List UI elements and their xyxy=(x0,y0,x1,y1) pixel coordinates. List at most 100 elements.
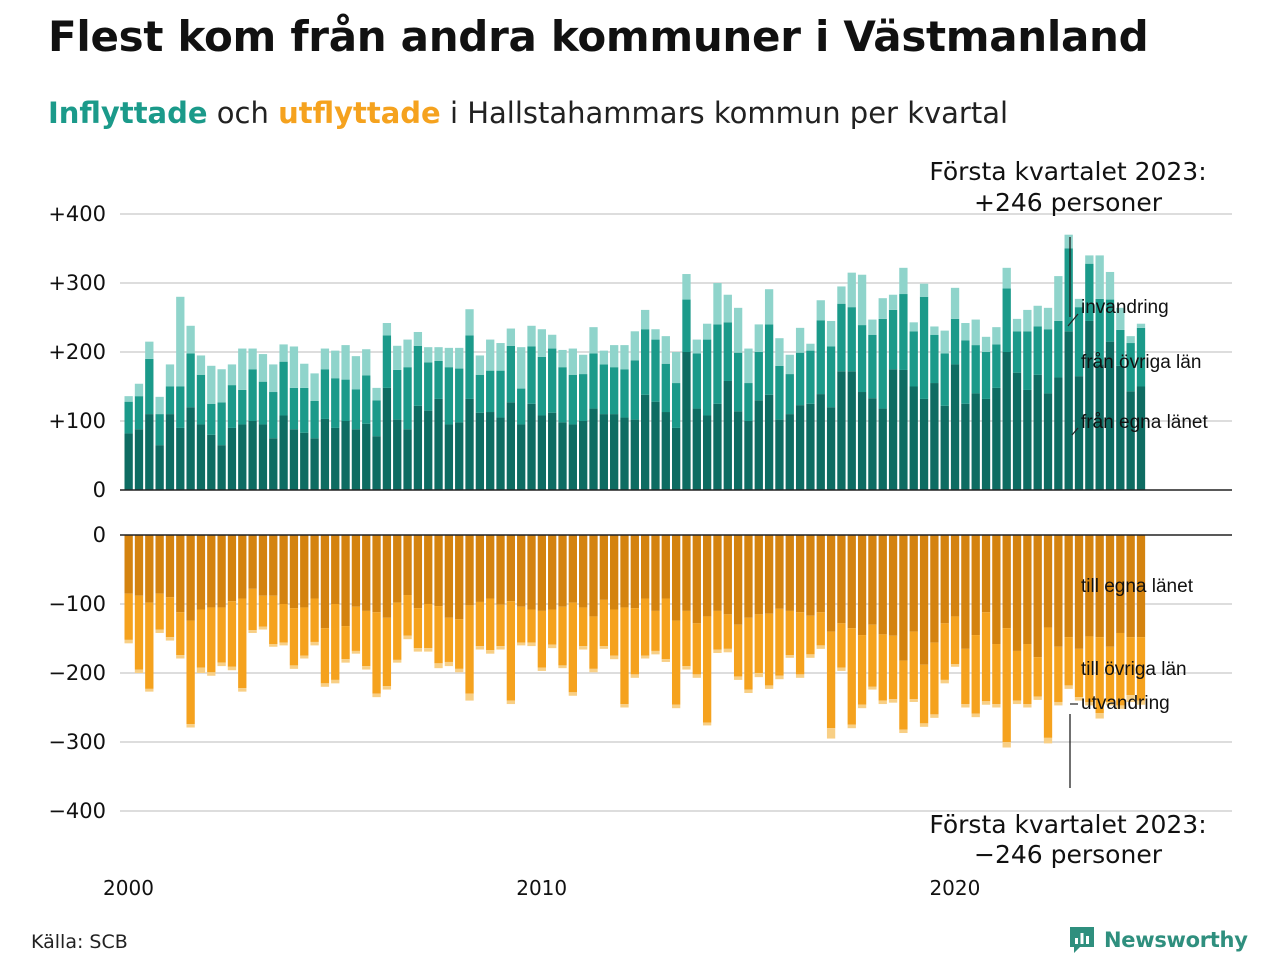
bar-in-segment xyxy=(692,408,701,490)
bar-out-segment xyxy=(1136,700,1146,705)
bar-out-segment xyxy=(1136,535,1146,638)
bar-in-segment xyxy=(1095,298,1104,365)
bar-in-segment xyxy=(362,375,371,424)
bar-in-segment xyxy=(589,408,598,490)
bar-out-segment xyxy=(981,535,991,613)
bar-in-segment xyxy=(981,398,991,490)
bar-in-segment xyxy=(785,414,794,490)
bar-in-segment xyxy=(341,345,350,380)
annotation-outflow-line1: Första kvartalet 2023: xyxy=(929,810,1206,839)
bar-in-segment xyxy=(289,429,299,490)
bar-in-segment xyxy=(320,418,330,490)
bar-out-segment xyxy=(795,535,805,613)
bar-in-segment xyxy=(1033,326,1042,375)
bar-out-segment xyxy=(320,683,330,687)
bar-in-segment xyxy=(888,309,898,370)
bar-in-segment xyxy=(899,294,908,370)
bar-in-segment xyxy=(930,383,939,490)
bar-in-segment xyxy=(186,353,195,408)
bar-out-segment xyxy=(795,674,805,678)
bar-out-segment xyxy=(1023,535,1032,645)
brand-logo: Newsworthy xyxy=(1068,925,1248,955)
bar-in-segment xyxy=(971,393,980,490)
bar-in-segment xyxy=(641,309,650,330)
bar-out-segment xyxy=(1105,646,1115,702)
bar-out-segment xyxy=(486,535,495,599)
bar-out-segment xyxy=(403,635,412,640)
bar-out-segment xyxy=(847,535,856,629)
bar-out-segment xyxy=(857,635,867,705)
bar-in-segment xyxy=(372,400,381,437)
bar-out-segment xyxy=(899,660,908,730)
bar-in-segment xyxy=(558,349,567,368)
bar-in-segment xyxy=(393,419,402,490)
bar-in-segment xyxy=(269,392,278,439)
bar-out-segment xyxy=(733,535,743,625)
bar-in-segment xyxy=(713,403,722,490)
bar-out-segment xyxy=(186,724,195,728)
bar-in-segment xyxy=(217,402,226,446)
bar-out-segment xyxy=(950,664,960,667)
bar-in-segment xyxy=(795,327,805,353)
bar-in-segment xyxy=(961,340,970,404)
bar-in-segment xyxy=(1105,299,1115,342)
bar-in-segment xyxy=(713,283,722,325)
bar-in-segment xyxy=(950,364,960,490)
subtitle-rest: i Hallstahammars kommun per kvartal xyxy=(449,96,1009,130)
bar-in-segment xyxy=(517,347,526,389)
bar-in-segment xyxy=(971,345,980,394)
bar-out-segment xyxy=(671,620,681,705)
bar-in-segment xyxy=(992,387,1001,490)
bar-in-segment xyxy=(826,320,836,347)
bar-out-segment xyxy=(940,679,949,684)
bar-out-segment xyxy=(289,535,299,609)
bar-in-segment xyxy=(372,387,381,401)
bar-out-segment xyxy=(692,535,701,624)
bar-out-segment xyxy=(434,663,443,669)
bar-out-segment xyxy=(196,609,206,668)
bar-out-segment xyxy=(661,659,670,662)
bar-out-segment xyxy=(258,535,268,596)
bar-out-segment xyxy=(341,535,350,627)
bar-out-segment xyxy=(382,535,392,618)
bar-out-segment xyxy=(1023,644,1032,705)
bar-out-segment xyxy=(723,535,732,615)
bar-out-segment xyxy=(971,535,980,636)
bar-out-segment xyxy=(548,609,557,645)
bar-out-segment xyxy=(641,598,650,656)
bar-in-segment xyxy=(888,294,898,310)
bar-out-segment xyxy=(610,655,619,660)
bar-in-segment xyxy=(1085,255,1094,264)
bar-in-segment xyxy=(155,396,164,415)
bar-out-segment xyxy=(868,535,877,625)
bar-out-segment xyxy=(1043,535,1053,628)
bar-out-segment xyxy=(682,535,691,611)
bar-out-segment xyxy=(413,648,423,652)
bar-in-segment xyxy=(506,402,516,490)
bar-in-segment xyxy=(599,414,608,490)
bar-in-segment xyxy=(413,345,423,406)
bar-out-segment xyxy=(764,685,774,689)
bar-in-segment xyxy=(124,396,133,402)
bar-in-segment xyxy=(289,387,299,430)
bar-out-segment xyxy=(517,642,526,646)
bar-in-segment xyxy=(1074,307,1084,377)
bar-out-segment xyxy=(919,535,929,665)
bar-in-segment xyxy=(661,412,670,490)
bar-out-segment xyxy=(134,595,144,670)
bar-in-segment xyxy=(238,348,247,390)
bar-out-segment xyxy=(165,535,175,598)
bar-in-segment xyxy=(599,350,608,365)
bar-out-segment xyxy=(610,609,619,656)
bar-out-segment xyxy=(289,608,299,666)
bar-in-segment xyxy=(919,283,929,297)
bar-in-segment xyxy=(1012,331,1022,373)
bar-out-segment xyxy=(785,655,794,658)
bar-out-segment xyxy=(207,672,216,676)
bar-out-segment xyxy=(630,535,639,609)
bar-in-segment xyxy=(1002,288,1011,352)
bar-out-segment xyxy=(1116,705,1125,709)
bar-out-segment xyxy=(961,535,970,649)
bar-out-segment xyxy=(1002,535,1011,629)
chart-subtitle: Inflyttade och utflyttade i Hallstahamma… xyxy=(48,96,1008,130)
